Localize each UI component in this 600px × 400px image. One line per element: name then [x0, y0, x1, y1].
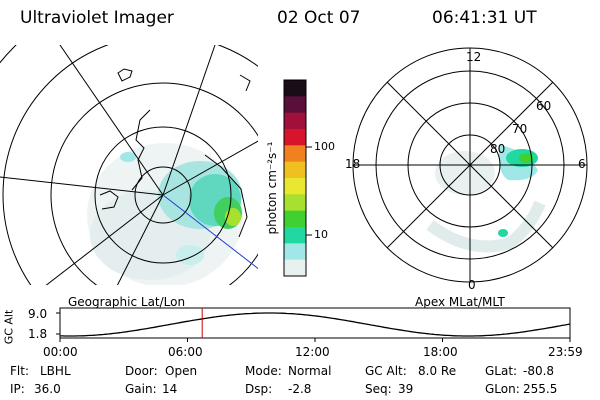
- right-mlt-lines: [353, 48, 587, 282]
- status-glat-label: GLat:: [485, 364, 518, 378]
- timeline-xticks: [59, 338, 571, 342]
- timeline-xlabel-1200: 12:00: [295, 345, 330, 359]
- date-label: 02 Oct 07: [277, 8, 361, 28]
- time-label: 06:41:31 UT: [432, 8, 537, 28]
- status-ip-label: IP:: [10, 382, 25, 396]
- colorbar-label-10: 10: [314, 228, 328, 241]
- colorbar-band: [284, 178, 306, 195]
- status-door-value: Open: [165, 364, 198, 378]
- mlat-label-70: 70: [512, 122, 528, 136]
- timeline-xlabel-1800: 18:00: [423, 345, 458, 359]
- status-glon-value: 255.5: [523, 382, 558, 396]
- left-lat-circles: [0, 45, 258, 285]
- status-flt-label: Flt:: [10, 364, 29, 378]
- left-image-data: [87, 143, 243, 285]
- colorbar-band: [284, 210, 306, 228]
- timeline-frame: [59, 307, 571, 339]
- left-coastlines: [99, 68, 251, 238]
- status-gain-value: 14: [162, 382, 178, 396]
- status-door-label: Door:: [125, 364, 158, 378]
- colorbar-gradient: [284, 80, 306, 277]
- status-dsp-value: -2.8: [288, 382, 312, 396]
- status-glon-label: GLon:: [485, 382, 520, 396]
- colorbar-label-100: 100: [314, 140, 335, 153]
- colorbar-band: [284, 112, 306, 130]
- left-map-caption: Geographic Lat/Lon: [68, 295, 186, 309]
- colorbar: [283, 79, 312, 277]
- colorbar-band: [284, 227, 306, 244]
- colorbar-band: [284, 161, 306, 179]
- mlt-label-0: 0: [468, 278, 476, 292]
- status-gain-label: Gain:: [125, 382, 157, 396]
- timeline-ylabel: GC Alt: [2, 309, 16, 345]
- status-ip-value: 36.0: [34, 382, 61, 396]
- mlat-label-60: 60: [536, 99, 552, 113]
- instrument-title: Ultraviolet Imager: [20, 8, 174, 28]
- mlt-label-12: 12: [466, 50, 482, 64]
- magnetic-map: [352, 47, 588, 283]
- colorbar-frame: [283, 79, 307, 277]
- timeline-xlabel-0600: 06:00: [168, 345, 203, 359]
- timeline-ylabel-1.8: 1.8: [28, 327, 48, 341]
- status-seq-value: 39: [398, 382, 414, 396]
- left-lon-lines: [0, 45, 258, 285]
- status-mode-label: Mode:: [245, 364, 282, 378]
- colorbar-band: [284, 129, 306, 146]
- status-gcalt-label: GC Alt:: [365, 364, 407, 378]
- colorbar-band: [284, 259, 306, 277]
- status-seq-label: Seq:: [365, 382, 392, 396]
- right-image-data: [426, 145, 546, 253]
- mlat-label-80: 80: [490, 142, 506, 156]
- colorbar-band: [284, 194, 306, 212]
- timeline-xlabel-2359: 23:59: [548, 345, 583, 359]
- colorbar-band: [284, 243, 306, 261]
- timeline-ylabel-9: 9.0: [28, 307, 48, 321]
- status-flt-value: LBHL: [40, 364, 71, 378]
- mlt-label-6: 6: [578, 157, 586, 171]
- status-mode-value: Normal: [288, 364, 332, 378]
- timeline-xlabel-0000: 00:00: [43, 345, 78, 359]
- altitude-timeline: [56, 307, 571, 342]
- status-gcalt-value: 8.0 Re: [418, 364, 457, 378]
- status-dsp-label: Dsp:: [245, 382, 273, 396]
- colorbar-band: [284, 145, 306, 163]
- mlt-label-18: 18: [345, 157, 361, 171]
- status-glat-value: -80.8: [523, 364, 555, 378]
- colorbar-unit-label: photon cm⁻²s⁻¹: [265, 141, 279, 235]
- colorbar-band: [284, 96, 306, 114]
- left-direction-line: [162, 194, 258, 270]
- right-map-caption: Apex MLat/MLT: [415, 295, 505, 309]
- geographic-map: [0, 45, 258, 285]
- colorbar-band: [284, 80, 306, 97]
- altitude-curve: [60, 312, 571, 337]
